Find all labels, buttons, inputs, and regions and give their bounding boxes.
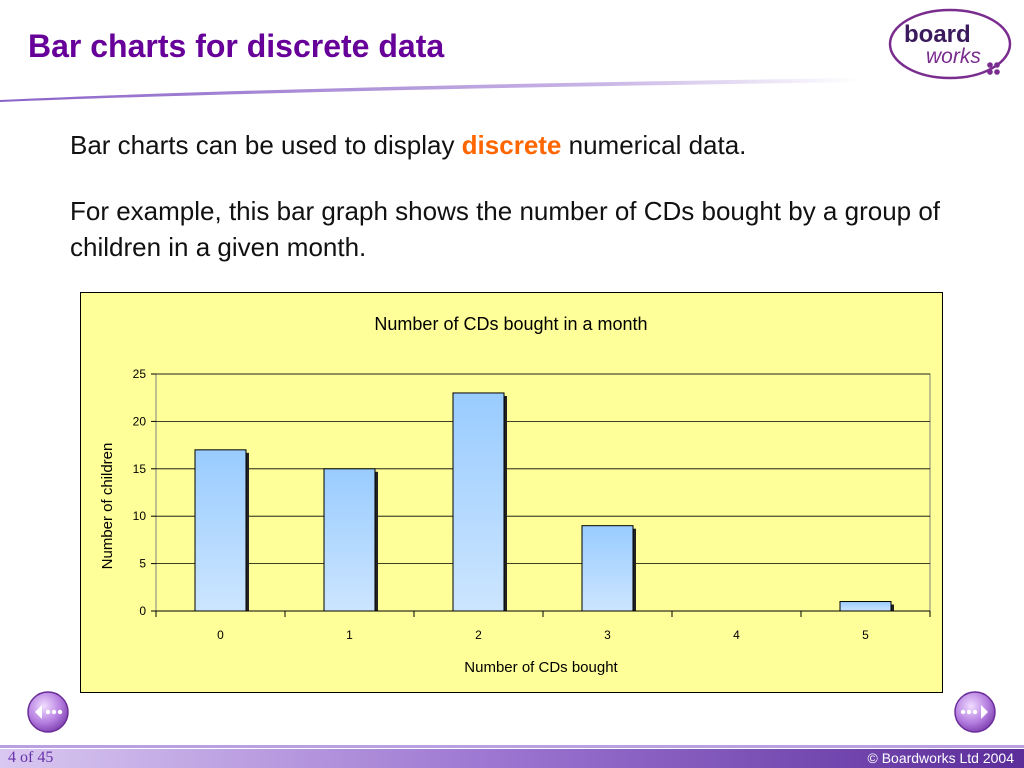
back-button[interactable] xyxy=(26,690,70,734)
page-counter: 4 of 45 xyxy=(8,749,54,766)
slide-title: Bar charts for discrete data xyxy=(28,28,445,64)
x-tick-label: 2 xyxy=(475,628,482,642)
bar-2 xyxy=(452,392,505,612)
x-tick-label: 0 xyxy=(217,628,224,642)
footer-bar xyxy=(0,745,1024,768)
logo-text-works: works xyxy=(926,45,981,68)
y-tick-label: 20 xyxy=(133,414,147,428)
x-axis-label: Number of CDs bought xyxy=(464,659,618,676)
forward-arrow-icon xyxy=(960,705,988,719)
x-tick-label: 5 xyxy=(862,628,869,642)
back-arrow-icon xyxy=(35,705,63,719)
bar-0 xyxy=(194,449,247,612)
forward-button[interactable] xyxy=(953,690,997,734)
title-underline xyxy=(0,78,860,102)
y-tick-label: 10 xyxy=(133,509,147,523)
bar-3 xyxy=(581,525,634,612)
example-paragraph: For example, this bar graph shows the nu… xyxy=(70,196,941,262)
x-tick-label: 1 xyxy=(346,628,353,642)
copyright-text: © Boardworks Ltd 2004 xyxy=(867,750,1014,766)
y-tick-label: 15 xyxy=(133,462,147,476)
chart-title: Number of CDs bought in a month xyxy=(374,314,647,334)
intro-paragraph: Bar charts can be used to display discre… xyxy=(70,127,1000,163)
boardworks-logo: board works xyxy=(888,8,1012,80)
y-tick-label: 5 xyxy=(139,557,146,571)
y-axis-label: Number of children xyxy=(99,443,116,570)
intro-text-prefix: Bar charts can be used to display xyxy=(70,130,462,160)
y-tick-label: 25 xyxy=(133,367,147,381)
y-tick-label: 0 xyxy=(139,604,146,618)
x-tick-label: 4 xyxy=(733,628,740,642)
keyword-discrete: discrete xyxy=(461,130,562,160)
bar-chart: Number of CDs bought in a month 05101520… xyxy=(80,292,943,693)
bar-5 xyxy=(839,601,892,612)
intro-text-suffix: numerical data. xyxy=(561,130,747,160)
bar-1 xyxy=(323,468,376,612)
x-tick-label: 3 xyxy=(604,628,611,642)
logo-text-board: board xyxy=(904,21,971,48)
